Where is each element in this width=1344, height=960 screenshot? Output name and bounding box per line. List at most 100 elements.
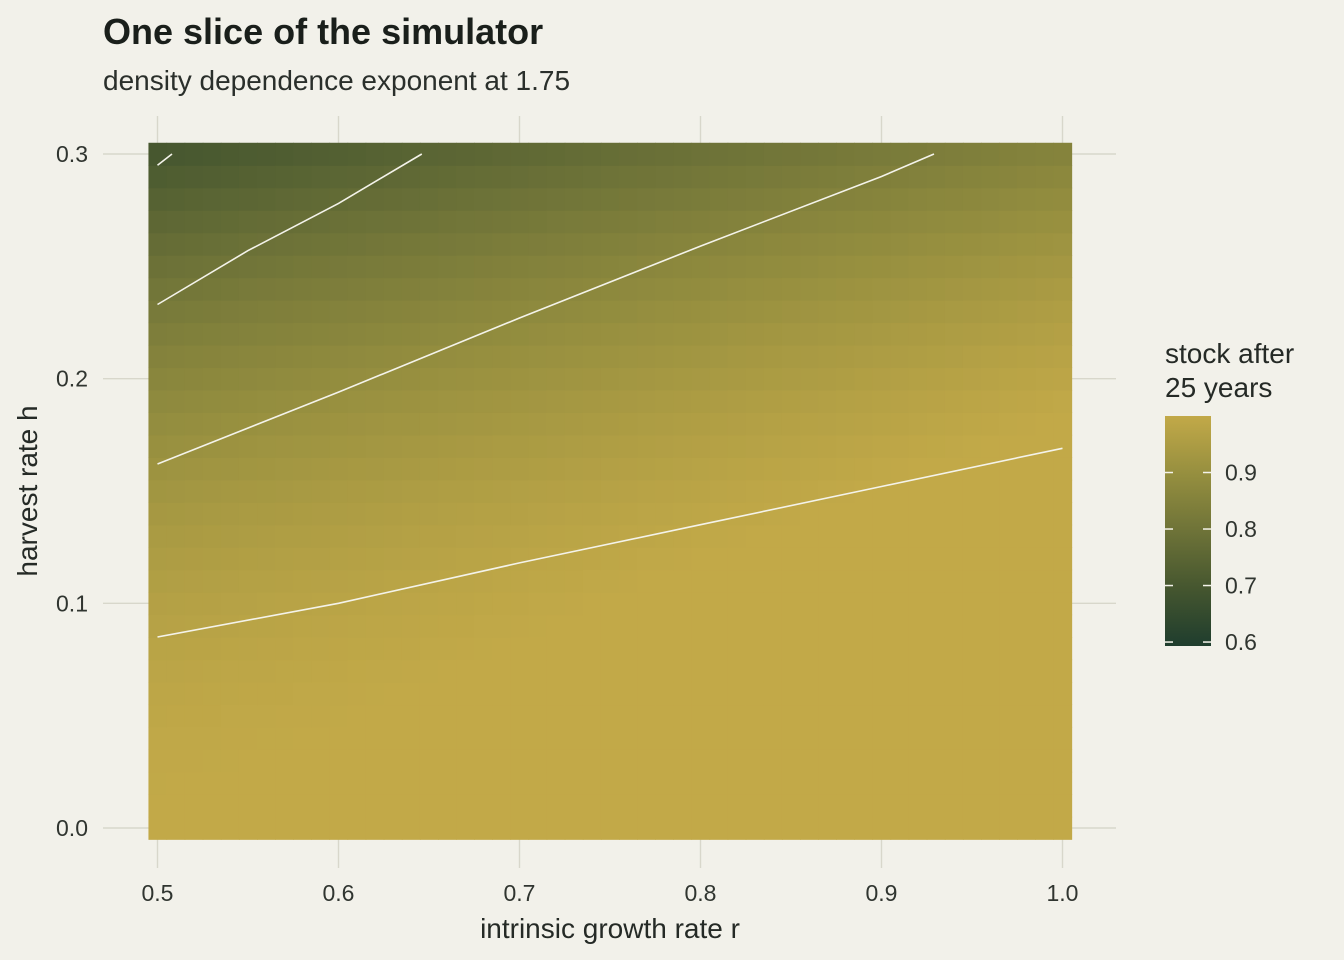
heatmap-cell — [619, 210, 638, 234]
heatmap-cell — [944, 300, 964, 324]
heatmap-cell — [926, 592, 946, 616]
heatmap-cell — [492, 344, 512, 369]
legend-title-line2: 25 years — [1165, 372, 1272, 403]
heatmap-cell — [962, 749, 982, 773]
heatmap-cell — [908, 367, 928, 391]
heatmap-cell — [1017, 255, 1036, 279]
heatmap-cell — [184, 547, 204, 571]
heatmap-cell — [619, 524, 638, 548]
heatmap-cell — [745, 277, 765, 301]
heatmap-cell — [564, 524, 584, 548]
heatmap-cell — [781, 412, 801, 436]
heatmap-cell — [1017, 210, 1036, 234]
heatmap-cell — [202, 681, 222, 706]
heatmap-cell — [474, 592, 493, 616]
heatmap-cell — [1017, 614, 1036, 638]
heatmap-cell — [1017, 704, 1036, 728]
heatmap-cell — [238, 434, 258, 458]
heatmap-cell — [944, 187, 964, 211]
heatmap-cell — [456, 726, 475, 750]
heatmap-cell — [818, 502, 837, 526]
heatmap-cell — [257, 277, 276, 301]
heatmap-cell — [546, 255, 566, 279]
heatmap-cell — [510, 187, 530, 211]
heatmap-cell — [600, 726, 620, 750]
heatmap-cell — [438, 726, 457, 750]
heatmap-cell — [872, 412, 892, 436]
heatmap-cell — [474, 614, 493, 638]
heatmap-cell — [546, 592, 566, 616]
heatmap-cell — [600, 749, 620, 773]
heatmap-cell — [257, 367, 276, 391]
heatmap-cell — [257, 771, 276, 795]
heatmap-cell — [800, 434, 819, 458]
heatmap-cell — [528, 614, 548, 638]
heatmap-cell — [637, 547, 656, 571]
heatmap-cell — [166, 142, 186, 166]
heatmap-cell — [528, 726, 548, 750]
heatmap-cell — [944, 704, 964, 728]
heatmap-cell — [1053, 277, 1073, 301]
heatmap-cell — [1017, 637, 1036, 661]
heatmap-cell — [872, 142, 892, 166]
heatmap-cell — [564, 412, 584, 436]
heatmap-cell — [745, 726, 765, 750]
heatmap-cell — [202, 389, 222, 413]
heatmap-cell — [564, 749, 584, 773]
heatmap-cell — [438, 749, 457, 773]
heatmap-cell — [311, 232, 331, 256]
heatmap-cell — [999, 277, 1018, 301]
heatmap-cell — [148, 569, 168, 593]
heatmap-cell — [854, 726, 874, 750]
heatmap-cell — [582, 659, 602, 683]
heatmap-cell — [275, 142, 294, 166]
heatmap-cell — [275, 524, 294, 548]
heatmap-cell — [492, 300, 512, 324]
heatmap-cell — [926, 794, 946, 818]
heatmap-cell — [781, 165, 801, 189]
heatmap-cell — [293, 322, 312, 346]
heatmap-cell — [1053, 457, 1073, 481]
heatmap-cell — [619, 637, 638, 661]
heatmap-cell — [1053, 344, 1073, 369]
heatmap-cell — [456, 659, 475, 683]
heatmap-cell — [962, 389, 982, 413]
heatmap-cell — [438, 389, 457, 413]
x-tick-label: 0.8 — [685, 880, 717, 906]
heatmap-cell — [781, 344, 801, 369]
heatmap-cell — [727, 457, 747, 481]
heatmap-cell — [763, 726, 783, 750]
heatmap-cell — [908, 389, 928, 413]
heatmap-cell — [329, 704, 349, 728]
heatmap-cell — [456, 457, 475, 481]
heatmap-cell — [257, 457, 276, 481]
heatmap-cell — [528, 816, 548, 840]
heatmap-cell — [872, 300, 892, 324]
heatmap-cell — [293, 479, 312, 503]
heatmap-cell — [709, 277, 729, 301]
heatmap-cell — [329, 726, 349, 750]
heatmap-cell — [745, 344, 765, 369]
heatmap-cell — [456, 255, 475, 279]
heatmap-cell — [926, 187, 946, 211]
heatmap-cell — [836, 457, 855, 481]
heatmap-cell — [655, 726, 674, 750]
heatmap-cell — [510, 457, 530, 481]
heatmap-cell — [1053, 434, 1073, 458]
heatmap-cell — [419, 300, 439, 324]
heatmap-cell — [981, 255, 1000, 279]
heatmap-cell — [908, 659, 928, 683]
heatmap-cell — [926, 524, 946, 548]
heatmap-cell — [600, 210, 620, 234]
heatmap-cell — [745, 592, 765, 616]
heatmap-cell — [763, 322, 783, 346]
heatmap-cell — [347, 300, 367, 324]
heatmap-cell — [926, 389, 946, 413]
heatmap-cell — [582, 771, 602, 795]
heatmap-cell — [926, 569, 946, 593]
heatmap-cell — [528, 479, 548, 503]
heatmap-cell — [492, 187, 512, 211]
heatmap-cell — [456, 502, 475, 526]
heatmap-cell — [564, 165, 584, 189]
